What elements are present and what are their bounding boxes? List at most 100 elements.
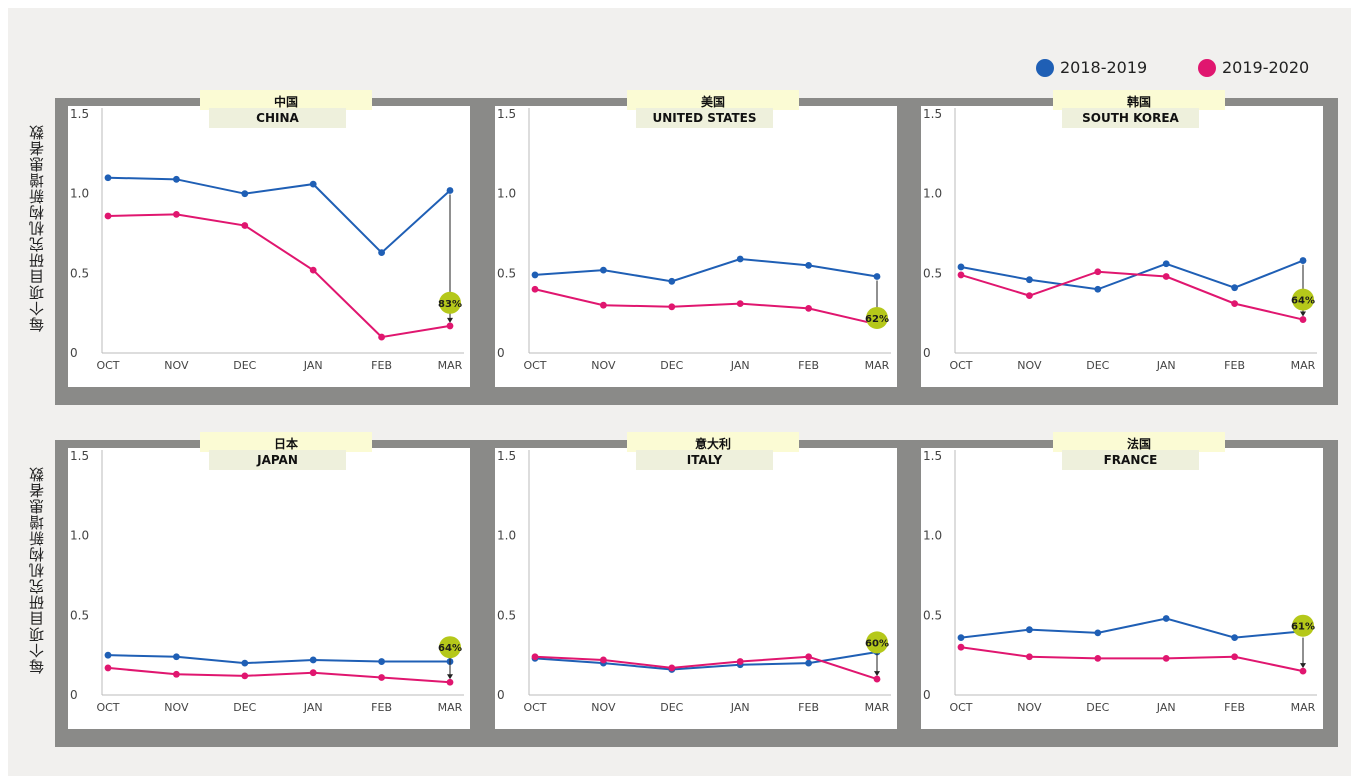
x-tick-label: JAN <box>1156 701 1176 714</box>
annotation-label: 62% <box>865 314 889 325</box>
annotation-arrowhead <box>1300 311 1306 317</box>
y-tick-label: 1.0 <box>70 529 89 543</box>
data-point <box>600 301 607 309</box>
x-tick-label: OCT <box>96 359 119 372</box>
x-tick-label: NOV <box>1017 701 1042 714</box>
data-point <box>1231 300 1238 308</box>
data-point <box>1299 316 1307 323</box>
panel-title-en: SOUTH KOREA <box>1062 108 1199 128</box>
x-tick-label: MAR <box>1291 359 1316 372</box>
x-tick-label: DEC <box>233 359 256 372</box>
series-line-2019-2020 <box>534 655 878 681</box>
series-line-2018-2019 <box>534 650 878 671</box>
annotation-arrowhead <box>447 674 453 680</box>
series-line-2018-2019 <box>107 176 451 255</box>
y-tick-label: 1.5 <box>497 449 516 463</box>
data-point <box>957 263 965 271</box>
x-tick-label: NOV <box>164 359 189 372</box>
x-tick-label: MAR <box>438 359 463 372</box>
data-point <box>173 175 180 183</box>
x-tick-label: JAN <box>303 701 323 714</box>
panel-frame: 0 0.5 1.0 1.5 OCT NOV DEC JAN FEB MAR 64% 韩国 SOUTH K… <box>908 90 1338 405</box>
chart-svg: 0 0.5 1.0 1.5 OCT NOV DEC JAN FEB MAR 62% <box>497 107 891 372</box>
data-point <box>668 303 676 311</box>
data-point <box>104 664 112 672</box>
x-tick-label: JAN <box>1156 359 1176 372</box>
x-tick-label: NOV <box>591 359 616 372</box>
series-line-2018-2019 <box>960 259 1304 291</box>
data-point <box>241 659 249 667</box>
series-line-2019-2020 <box>534 288 878 326</box>
annotation-arrowhead <box>1300 663 1306 669</box>
annotation-badge <box>1292 614 1314 637</box>
data-point <box>173 653 180 661</box>
x-tick-label: DEC <box>660 359 683 372</box>
data-point <box>805 653 812 661</box>
annotation-badge <box>866 631 888 654</box>
panel-title-en: JAPAN <box>209 450 346 470</box>
x-tick-label: FEB <box>1224 701 1245 714</box>
x-tick-label: FEB <box>1224 359 1245 372</box>
panel-title-zh: 韩国 <box>1053 90 1225 110</box>
data-point <box>173 670 180 678</box>
legend-dot-blue <box>1036 58 1054 77</box>
data-point <box>1026 653 1033 661</box>
data-point <box>1162 273 1170 280</box>
data-point <box>378 333 385 341</box>
panel-frame: 0 0.5 1.0 1.5 OCT NOV DEC JAN FEB MAR 64% 日本 JAPAN <box>55 432 485 747</box>
x-tick-label: DEC <box>660 701 683 714</box>
y-tick-label: 0 <box>923 346 931 360</box>
panel-title-en: ITALY <box>636 450 773 470</box>
data-point <box>1162 260 1170 268</box>
data-point <box>957 271 965 279</box>
y-tick-label: 0.5 <box>70 608 89 622</box>
data-point <box>873 675 881 683</box>
panel-frame: 0 0.5 1.0 1.5 OCT NOV DEC JAN FEB MAR 60% 意大利 ITALY <box>482 432 912 747</box>
annotation-arrowhead <box>874 671 880 677</box>
x-tick-label: FEB <box>798 359 819 372</box>
panel-frame: 0 0.5 1.0 1.5 OCT NOV DEC JAN FEB MAR 62% 美国 UNITED … <box>482 90 912 405</box>
y-tick-label: 0 <box>70 346 78 360</box>
data-point <box>600 266 607 274</box>
data-point <box>446 322 454 330</box>
legend-item-2019-2020: 2019-2020 <box>1198 58 1309 77</box>
annotation-badge <box>439 636 461 659</box>
data-point <box>736 300 744 308</box>
x-tick-label: NOV <box>591 701 616 714</box>
y-tick-label: 1.5 <box>70 107 89 121</box>
x-tick-label: DEC <box>1086 701 1109 714</box>
x-tick-label: MAR <box>865 701 890 714</box>
figure-background: 每个项目研究机构新增患者数 每个项目研究机构新增患者数 2018-2019 20… <box>8 8 1351 776</box>
data-point <box>531 271 539 279</box>
x-tick-label: NOV <box>164 701 189 714</box>
chart-svg: 0 0.5 1.0 1.5 OCT NOV DEC JAN FEB MAR 64% <box>923 107 1317 372</box>
data-point <box>1026 276 1033 284</box>
data-point <box>957 643 965 651</box>
series-line-2018-2019 <box>107 654 450 665</box>
x-tick-label: DEC <box>1086 359 1109 372</box>
annotation-badge <box>439 291 461 314</box>
y-tick-label: 1.0 <box>497 529 516 543</box>
data-point <box>1231 284 1238 292</box>
annotation-badge <box>1292 288 1314 311</box>
data-point <box>873 273 881 280</box>
panel-plot-area: 0 0.5 1.0 1.5 OCT NOV DEC JAN FEB MAR 64% <box>921 106 1323 387</box>
chart-svg: 0 0.5 1.0 1.5 OCT NOV DEC JAN FEB MAR 61% <box>923 449 1317 714</box>
series-line-2018-2019 <box>960 617 1304 639</box>
data-point <box>1094 654 1102 662</box>
data-point <box>805 304 812 312</box>
panel-plot-area: 0 0.5 1.0 1.5 OCT NOV DEC JAN FEB MAR 60% <box>495 448 897 729</box>
data-point <box>1299 257 1307 264</box>
data-point <box>1094 268 1102 276</box>
data-point <box>1026 292 1033 300</box>
y-tick-label: 0.5 <box>923 266 942 280</box>
data-point <box>600 656 607 664</box>
series-line-2018-2019 <box>534 257 878 283</box>
data-point <box>104 174 112 182</box>
data-point <box>805 659 812 667</box>
data-point <box>805 261 812 269</box>
series-line-2019-2020 <box>107 213 451 339</box>
data-point <box>531 285 539 293</box>
panel-frame: 0 0.5 1.0 1.5 OCT NOV DEC JAN FEB MAR 61% 法国 FRANCE <box>908 432 1338 747</box>
data-point <box>309 180 317 188</box>
